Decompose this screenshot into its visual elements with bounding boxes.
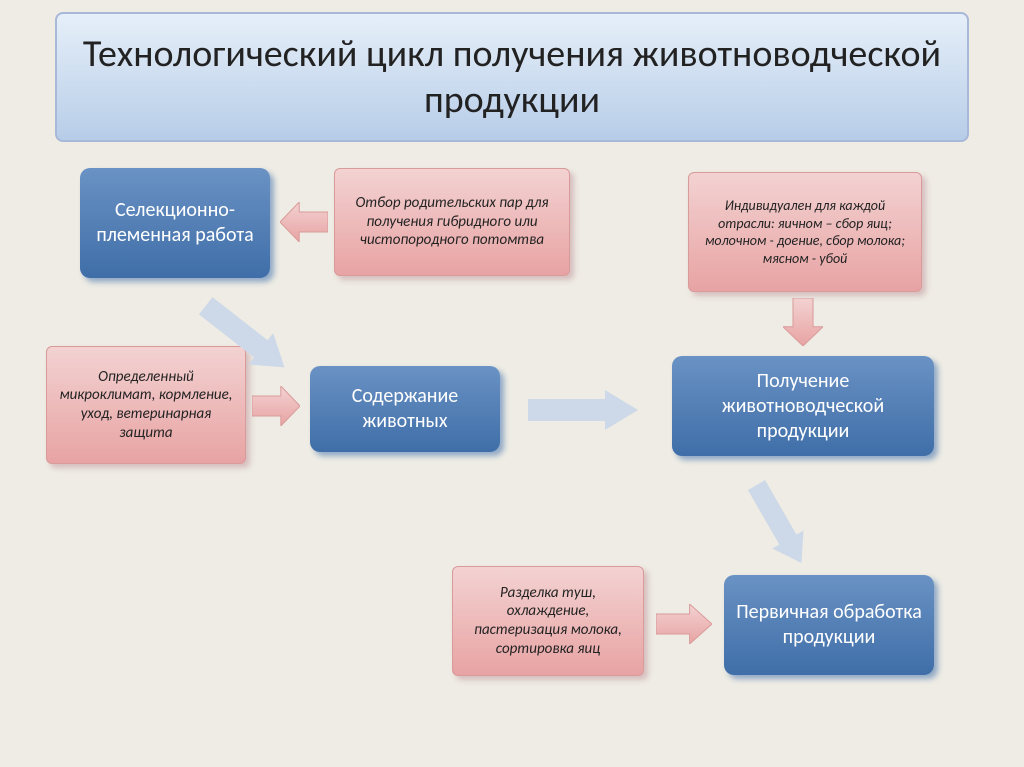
- node-breeding: Селекционно-племенная работа: [80, 168, 270, 278]
- node-keeping-label: Содержание животных: [322, 384, 488, 434]
- note-keeping: Определенный микроклимат, кормление, ухо…: [46, 346, 246, 464]
- page-title-text: Технологический цикл получения животново…: [77, 31, 947, 123]
- arrow-note-to-production-icon: [783, 298, 823, 346]
- note-breeding: Отбор родительских пар для получения гиб…: [334, 168, 570, 276]
- note-breeding-text: Отбор родительских пар для получения гиб…: [347, 194, 557, 250]
- note-production-text: Индивидуален для каждой отрасли: яичном …: [701, 197, 909, 267]
- note-processing-text: Разделка туш, охлаждение, пастеризация м…: [465, 584, 631, 659]
- arrow-keeping-to-production-icon: [528, 390, 638, 430]
- node-processing-label: Первичная обработка продукции: [736, 600, 922, 650]
- arrow-note-to-keeping-icon: [252, 386, 300, 426]
- page-title: Технологический цикл получения животново…: [55, 12, 969, 142]
- note-production: Индивидуален для каждой отрасли: яичном …: [688, 172, 922, 292]
- node-production-label: Получение животноводческой продукции: [684, 369, 922, 444]
- arrow-production-to-processing-icon: [741, 476, 817, 572]
- arrow-note-to-breeding-icon: [280, 202, 328, 242]
- note-processing: Разделка туш, охлаждение, пастеризация м…: [452, 566, 644, 676]
- node-processing: Первичная обработка продукции: [724, 575, 934, 675]
- node-breeding-label: Селекционно-племенная работа: [92, 198, 258, 248]
- node-production: Получение животноводческой продукции: [672, 356, 934, 456]
- node-keeping: Содержание животных: [310, 366, 500, 452]
- arrow-note-to-processing-icon: [656, 604, 712, 644]
- note-keeping-text: Определенный микроклимат, кормление, ухо…: [59, 368, 233, 443]
